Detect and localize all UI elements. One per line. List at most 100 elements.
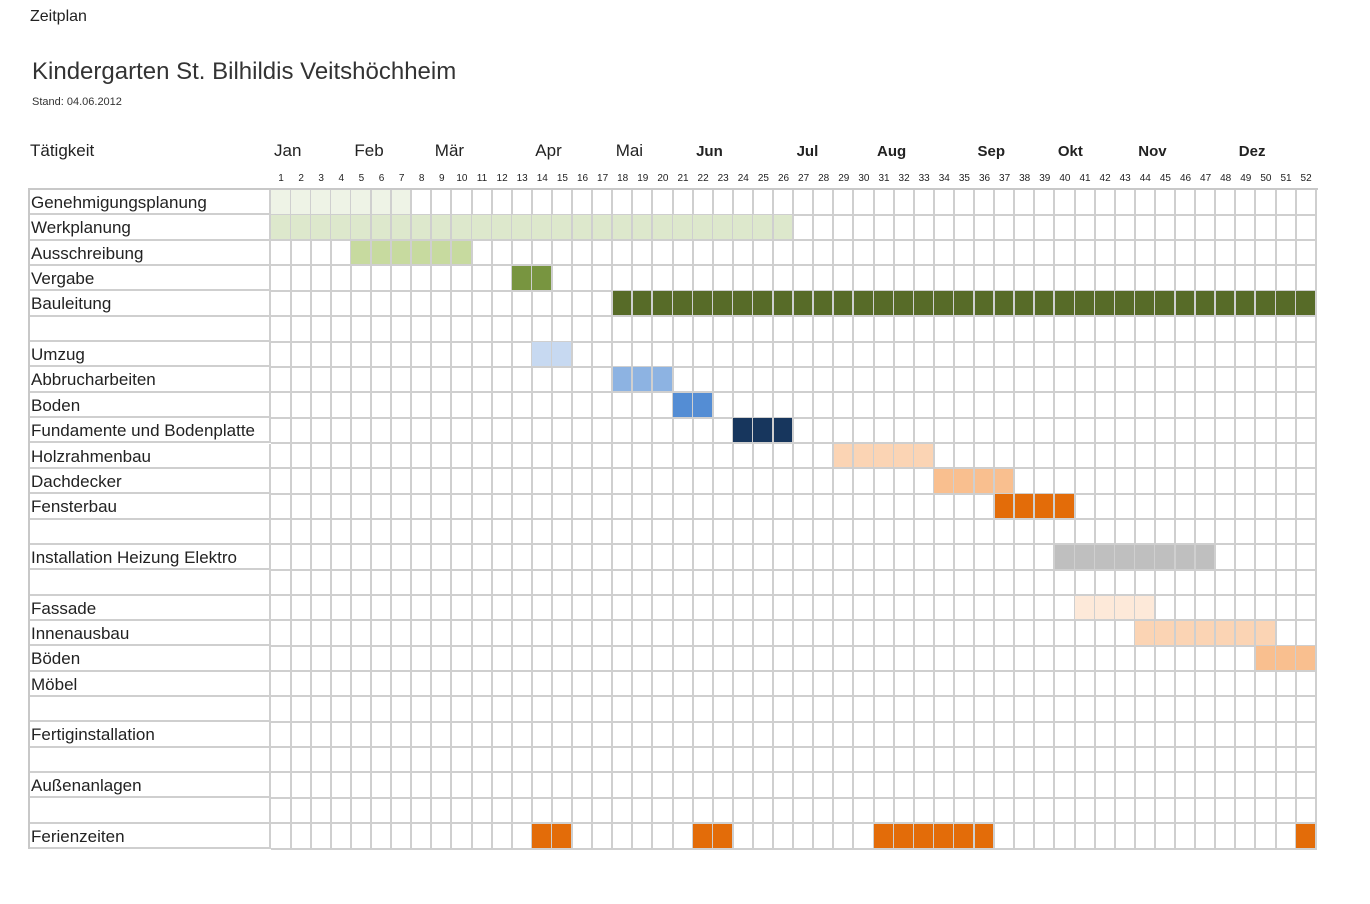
gantt-cell — [532, 240, 553, 267]
gantt-cell — [813, 646, 835, 673]
gantt-cell — [1215, 671, 1237, 698]
gantt-cell — [652, 468, 674, 495]
gantt-cell — [411, 190, 433, 216]
month-label: Feb — [354, 141, 384, 160]
gantt-cell — [552, 240, 574, 267]
gantt-cell — [1255, 316, 1277, 343]
gantt-cell — [311, 392, 332, 419]
gantt-cell — [572, 773, 594, 799]
gantt-cell — [974, 342, 996, 368]
gantt-cell — [1075, 697, 1096, 723]
gantt-cell — [291, 392, 312, 419]
task-label: Böden — [31, 649, 81, 669]
gantt-cell — [773, 722, 795, 749]
week-number: 46 — [1179, 173, 1192, 184]
gantt-cell — [512, 798, 533, 825]
gantt-cell — [1235, 316, 1257, 343]
gantt-cell — [1215, 316, 1237, 343]
task-label: Boden — [31, 395, 81, 415]
gantt-cell — [331, 697, 352, 723]
gantt-bar-cell — [331, 215, 352, 242]
gantt-cell — [472, 266, 493, 292]
gantt-cell — [1014, 646, 1036, 673]
gantt-cell — [371, 570, 393, 596]
gantt-cell — [1195, 722, 1217, 749]
week-number: 49 — [1240, 173, 1252, 184]
gantt-bar-cell — [1054, 494, 1076, 520]
gantt-cell — [1054, 747, 1076, 774]
gantt-cell — [331, 240, 352, 267]
gantt-cell — [1276, 367, 1297, 394]
gantt-cell — [894, 722, 915, 749]
gantt-cell — [693, 722, 714, 749]
gantt-cell — [1034, 823, 1056, 850]
gantt-cell — [291, 266, 312, 292]
gantt-cell — [411, 291, 433, 318]
gantt-cell — [974, 392, 996, 419]
gantt-cell — [652, 747, 674, 774]
week-number: 41 — [1079, 173, 1091, 184]
gantt-cell — [1276, 494, 1297, 520]
gantt-cell — [411, 266, 433, 292]
gantt-cell — [331, 595, 352, 622]
gantt-cell — [894, 367, 915, 394]
week-number: 31 — [878, 173, 890, 184]
gantt-cell — [431, 291, 453, 318]
gantt-cell — [954, 316, 976, 343]
gantt-bar-cell — [1115, 291, 1136, 318]
gantt-cell — [1135, 722, 1156, 749]
task-label: Fertiginstallation — [31, 725, 155, 745]
gantt-cell — [431, 316, 453, 343]
gantt-cell — [934, 722, 955, 749]
gantt-cell — [431, 773, 453, 799]
gantt-cell — [512, 773, 533, 799]
gantt-cell — [974, 570, 996, 596]
gantt-cell — [1075, 266, 1096, 292]
gantt-cell — [1195, 773, 1217, 799]
gantt-cell — [612, 798, 634, 825]
gantt-cell — [451, 823, 473, 850]
gantt-cell — [371, 620, 393, 647]
gantt-cell — [1276, 190, 1297, 216]
gantt-cell — [1155, 215, 1177, 242]
gantt-cell — [1215, 266, 1237, 292]
gantt-cell — [612, 646, 634, 673]
gantt-cell — [492, 443, 513, 470]
gantt-cell — [532, 570, 553, 596]
gantt-cell — [874, 367, 895, 394]
gantt-cell — [994, 316, 1016, 343]
gantt-cell — [311, 519, 332, 546]
gantt-bar-cell — [351, 190, 373, 216]
gantt-cell — [1195, 798, 1217, 825]
gantt-cell — [512, 190, 533, 216]
gantt-bar-cell — [1054, 291, 1076, 318]
gantt-cell — [813, 620, 835, 647]
gantt-cell — [351, 544, 373, 571]
gantt-bar-cell — [411, 215, 433, 242]
gantt-cell — [994, 697, 1016, 723]
gantt-cell — [1175, 823, 1197, 850]
gantt-cell — [934, 747, 955, 774]
gantt-cell — [1255, 544, 1277, 571]
gantt-cell — [934, 544, 955, 571]
gantt-cell — [351, 316, 373, 343]
gantt-cell — [673, 342, 694, 368]
gantt-cell — [391, 519, 413, 546]
gantt-cell — [1034, 190, 1056, 216]
gantt-cell — [431, 494, 453, 520]
gantt-cell — [311, 747, 332, 774]
task-label: Holzrahmenbau — [31, 446, 152, 466]
gantt-cell — [894, 620, 915, 647]
gantt-cell — [1195, 671, 1217, 698]
gantt-cell — [1115, 316, 1136, 343]
gantt-cell — [1255, 418, 1277, 444]
gantt-cell — [1195, 316, 1217, 343]
gantt-cell — [431, 519, 453, 546]
gantt-cell — [1095, 519, 1116, 546]
gantt-cell — [532, 190, 553, 216]
gantt-bar-cell — [1255, 291, 1277, 318]
gantt-cell — [472, 671, 493, 698]
gantt-cell — [492, 570, 513, 596]
gantt-cell — [271, 823, 292, 850]
gantt-cell — [451, 342, 473, 368]
